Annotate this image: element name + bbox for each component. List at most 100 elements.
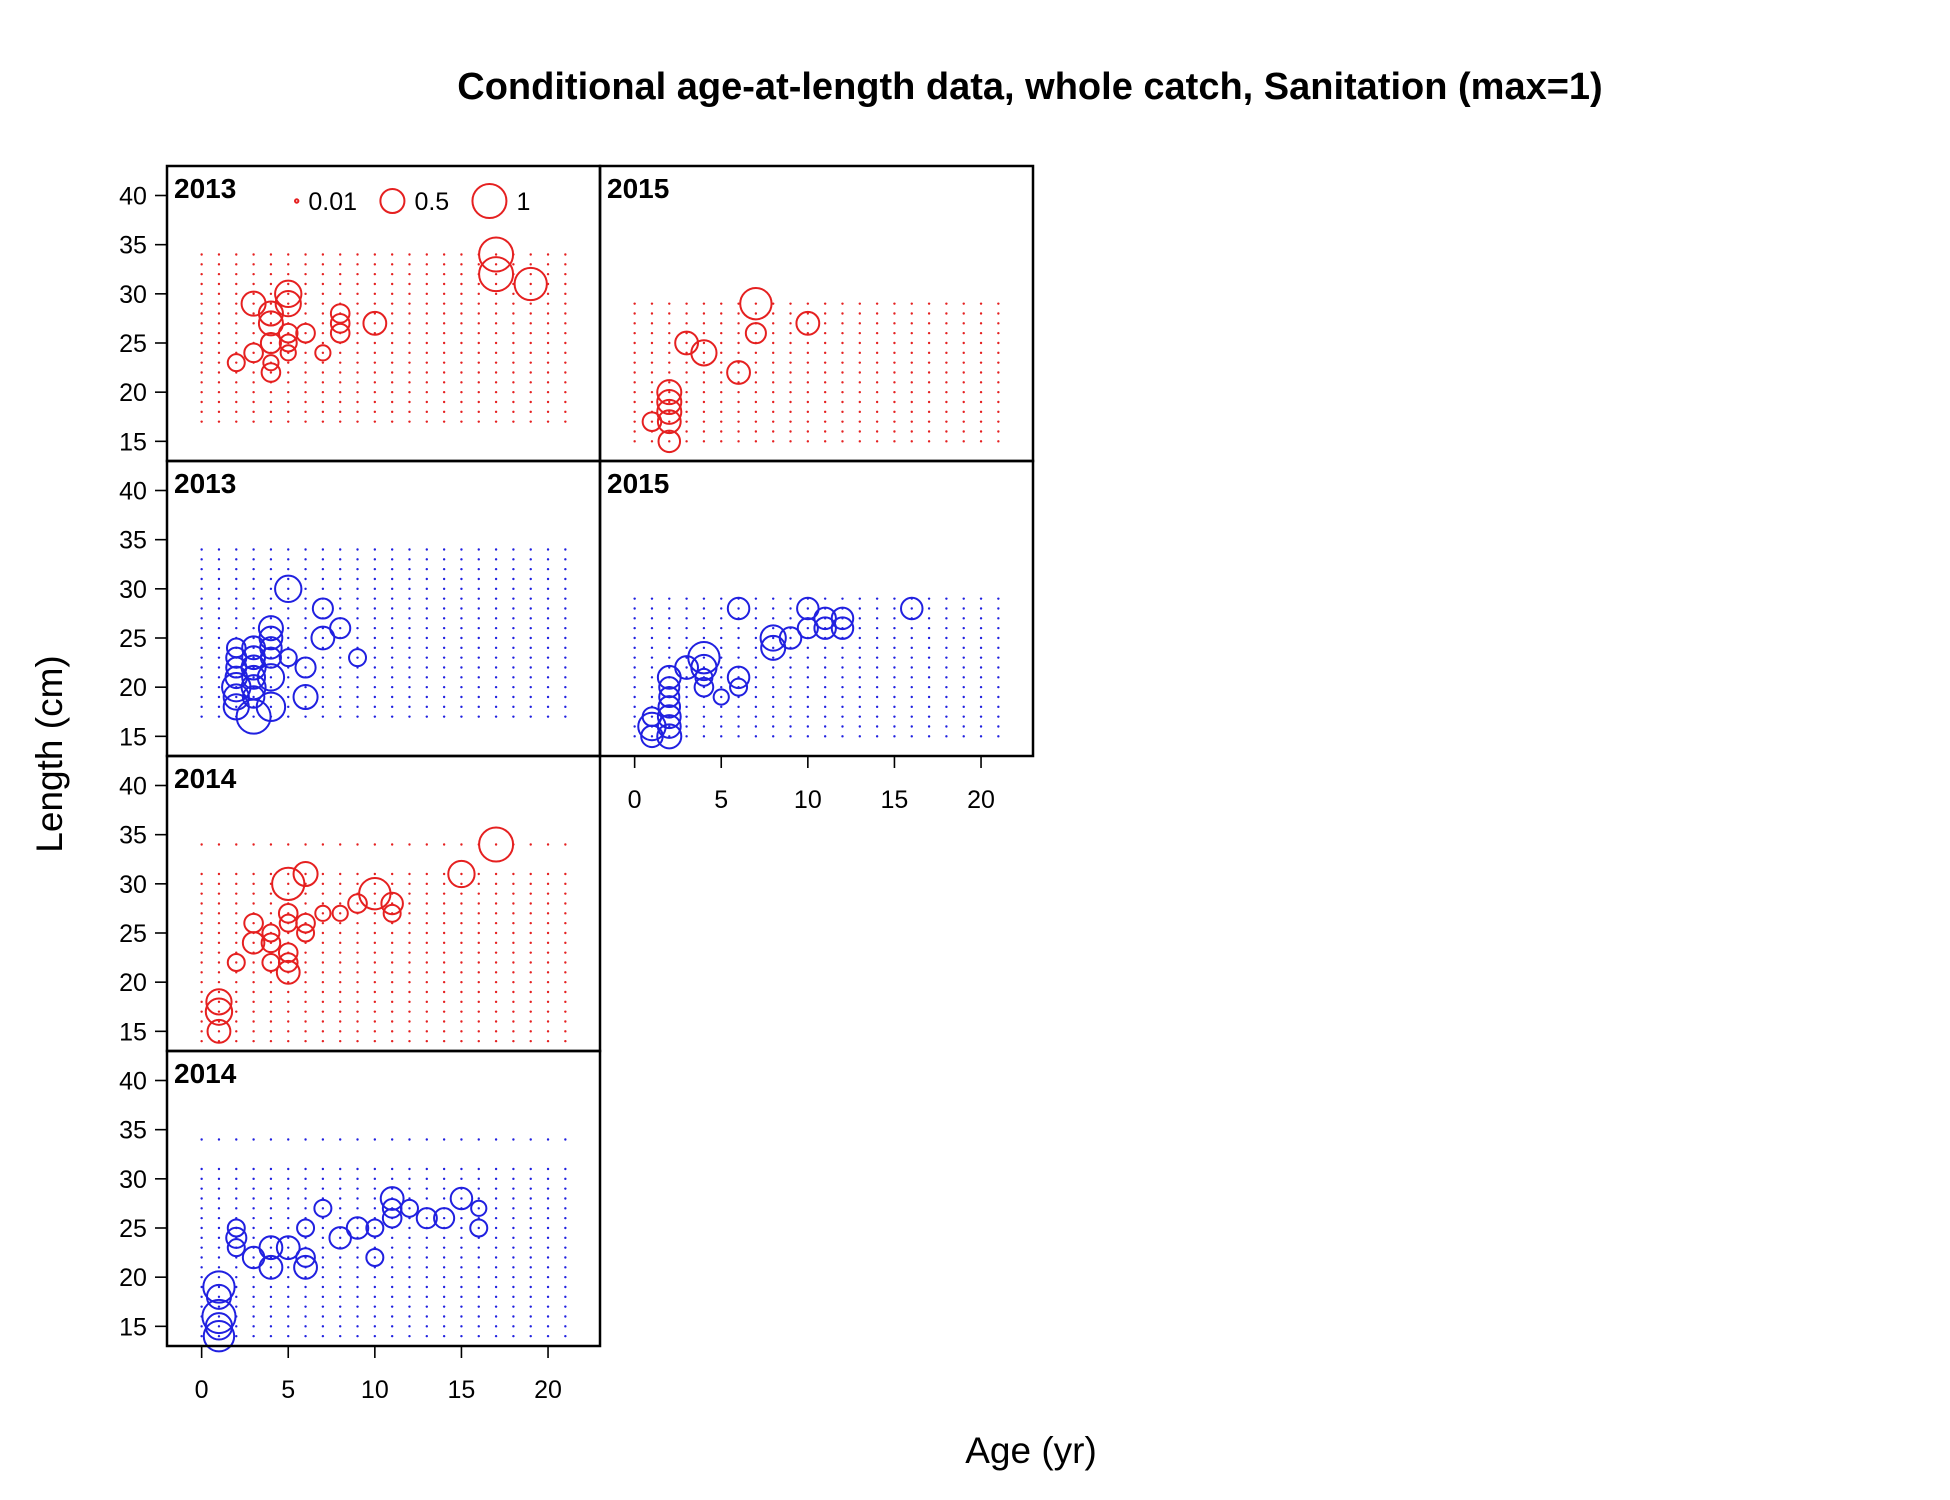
- bubble-point: [314, 904, 332, 922]
- bubble-point: [726, 360, 751, 385]
- grid-dot: [460, 1039, 463, 1043]
- bubble-point: [260, 362, 282, 383]
- grid-dot: [460, 646, 463, 650]
- grid-dot: [685, 735, 688, 738]
- grid-dot: [477, 990, 480, 994]
- grid-dot: [529, 1325, 532, 1328]
- grid-dot: [373, 1256, 377, 1259]
- grid-dot: [460, 1266, 463, 1269]
- grid-dot: [477, 312, 480, 315]
- grid-dot: [546, 1325, 550, 1328]
- grid-dot: [529, 420, 532, 423]
- grid-dot: [806, 626, 810, 630]
- grid-dot: [945, 646, 948, 650]
- grid-dot: [546, 1177, 550, 1181]
- grid-dot: [373, 1039, 377, 1043]
- grid-dot: [339, 990, 342, 994]
- grid-dot: [200, 1325, 203, 1328]
- grid-dot: [512, 607, 515, 610]
- grid-dot: [823, 341, 827, 345]
- grid-dot: [442, 567, 446, 571]
- grid-dot: [927, 420, 931, 423]
- grid-dot: [339, 420, 342, 423]
- grid-dot: [252, 302, 255, 305]
- grid-dot: [200, 990, 203, 994]
- grid-dot: [200, 666, 203, 669]
- grid-dot: [408, 410, 411, 414]
- grid-dot: [373, 990, 377, 994]
- grid-dot: [962, 430, 965, 433]
- grid-dot: [442, 656, 446, 659]
- panel-2014-male: 2014: [165, 1049, 602, 1353]
- grid-dot: [356, 656, 359, 659]
- grid-dot: [529, 371, 532, 374]
- grid-dot: [269, 843, 273, 846]
- x-tick-label: 0: [628, 786, 642, 814]
- grid-dot: [287, 548, 290, 551]
- grid-dot: [529, 400, 532, 404]
- bubble-point: [813, 616, 837, 640]
- grid-dot: [425, 902, 428, 905]
- bubble-point: [658, 685, 681, 709]
- grid-dot: [512, 1246, 515, 1249]
- grid-dot: [962, 351, 965, 355]
- grid-dot: [200, 941, 203, 945]
- panel-year-label: 2015: [607, 468, 669, 499]
- grid-dot: [477, 1295, 480, 1299]
- grid-dot: [546, 921, 550, 925]
- grid-dot: [529, 607, 532, 610]
- grid-dot: [720, 676, 723, 679]
- grid-dot: [529, 1207, 532, 1210]
- grid-dot: [321, 302, 325, 305]
- grid-dot: [494, 1010, 498, 1013]
- bubble-point: [202, 1270, 236, 1304]
- grid-dot: [927, 341, 931, 345]
- grid-dot: [477, 921, 480, 925]
- bubble-point: [278, 648, 298, 668]
- grid-dot: [425, 322, 428, 325]
- grid-dot: [633, 351, 636, 355]
- grid-dot: [772, 420, 775, 423]
- grid-dot: [789, 440, 792, 443]
- grid-dot: [529, 1266, 532, 1269]
- grid-dot: [269, 253, 273, 256]
- grid-dot: [425, 1030, 428, 1033]
- grid-dot: [252, 292, 255, 296]
- grid-dot: [408, 872, 411, 876]
- grid-dot: [390, 263, 394, 266]
- grid-dot: [875, 617, 879, 620]
- grid-dot: [823, 331, 827, 335]
- y-tick-label: 15: [119, 723, 147, 751]
- grid-dot: [408, 1305, 411, 1308]
- bubbles: [204, 826, 515, 1044]
- bubble-point: [255, 691, 287, 723]
- grid-dot: [806, 705, 810, 709]
- grid-dot: [217, 951, 221, 954]
- grid-dot: [494, 1207, 498, 1210]
- grid-dot: [650, 636, 654, 640]
- grid-dot: [512, 292, 515, 296]
- grid-dot: [997, 735, 1000, 738]
- grid-dot: [546, 607, 550, 610]
- grid-dot: [287, 567, 290, 571]
- grid-dot: [356, 1030, 359, 1033]
- grid-dot: [217, 1167, 221, 1171]
- grid-dot: [269, 1216, 273, 1220]
- grid-dot: [754, 371, 758, 374]
- grid-dot: [304, 597, 307, 600]
- grid-dot: [200, 646, 203, 650]
- grid-dot: [460, 548, 463, 551]
- grid-dot: [564, 1030, 567, 1033]
- grid-dot: [408, 282, 411, 286]
- grid-dot: [650, 302, 654, 305]
- grid-dot: [512, 902, 515, 905]
- grid-dot: [910, 312, 913, 315]
- grid-dot: [217, 361, 221, 364]
- grid-dot: [546, 1000, 550, 1004]
- grid-dot: [200, 390, 203, 394]
- grid-dot: [806, 410, 810, 414]
- grid-dot: [650, 695, 654, 699]
- grid-dot: [737, 626, 740, 630]
- grid-dot: [477, 341, 480, 345]
- grid-dot: [529, 636, 532, 640]
